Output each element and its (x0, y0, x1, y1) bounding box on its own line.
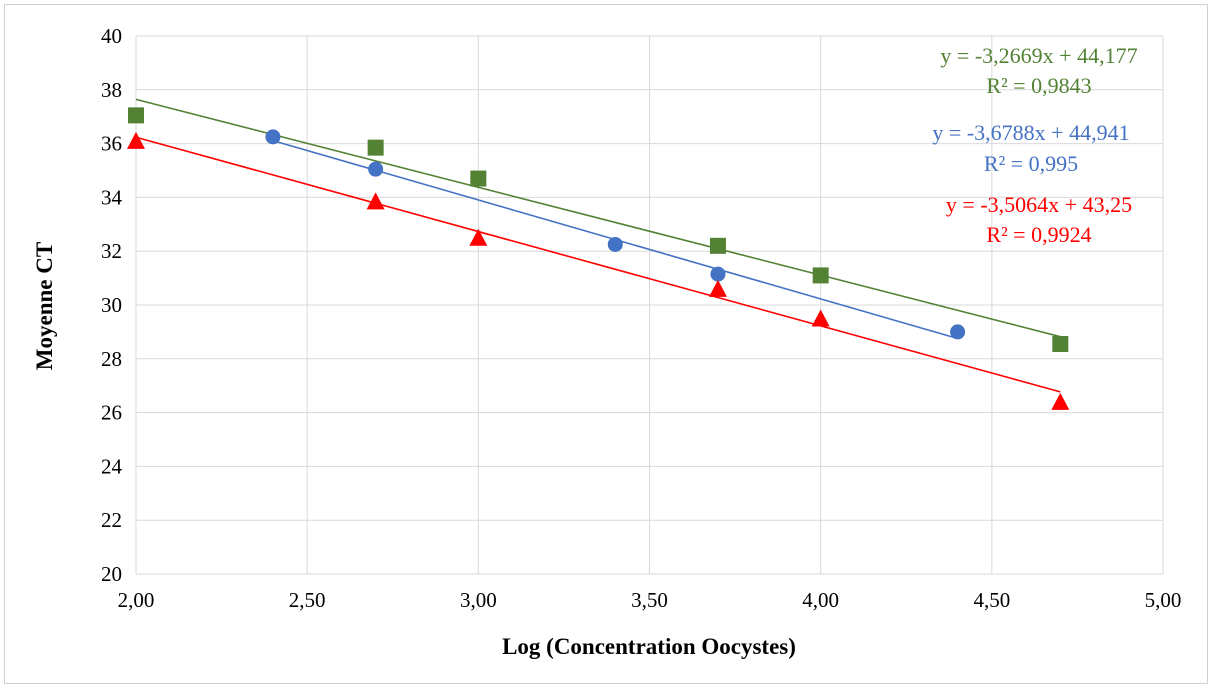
data-point-square (812, 267, 829, 284)
y-tick-label: 30 (101, 293, 122, 317)
trendline-equation: y = -3,5064x + 43,25 (946, 192, 1132, 217)
trendline (135, 136, 1061, 393)
grid-lines (135, 35, 1164, 575)
y-axis-title: Moyenne CT (32, 242, 57, 370)
y-tick-label: 28 (101, 347, 122, 371)
data-point-circle (950, 324, 966, 340)
data-point-triangle (469, 228, 488, 246)
y-tick-label: 24 (101, 454, 123, 478)
data-point-circle (368, 161, 384, 177)
x-tick-label: 4,00 (802, 588, 839, 612)
x-axis-title: Log (Concentration Oocystes) (502, 634, 796, 659)
data-point-square (470, 170, 487, 187)
data-point-square (1052, 336, 1069, 353)
data-point-square (367, 139, 384, 156)
r-squared-label: R² = 0,9924 (986, 222, 1091, 247)
y-tick-label: 32 (101, 239, 122, 263)
data-point-triangle (127, 131, 145, 149)
data-point-circle (710, 266, 726, 282)
trendline-equation: y = -3,6788x + 44,941 (932, 120, 1129, 145)
data-point-square (128, 107, 144, 124)
x-tick-label: 5,00 (1145, 588, 1182, 612)
data-point-triangle (811, 309, 830, 327)
y-tick-label: 36 (101, 132, 122, 156)
r-squared-label: R² = 0,9843 (986, 73, 1091, 98)
trendline-equation: y = -3,2669x + 44,177 (940, 43, 1137, 68)
x-tick-label: 3,50 (631, 588, 668, 612)
y-tick-label: 38 (101, 78, 122, 102)
data-point-triangle (366, 192, 385, 210)
y-tick-label: 22 (101, 508, 122, 532)
data-point-circle (265, 129, 281, 145)
x-tick-label: 2,00 (118, 588, 155, 612)
trendline-equations: y = -3,2669x + 44,177 R² = 0,9843 y = -3,6… (932, 43, 1137, 247)
trendline (135, 98, 1061, 338)
y-tick-label: 26 (101, 401, 122, 425)
x-tick-label: 2,50 (289, 588, 326, 612)
x-tick-label: 4,50 (973, 588, 1010, 612)
y-tick-label: 20 (101, 562, 122, 586)
data-points (127, 107, 1070, 410)
r-squared-label: R² = 0,995 (984, 151, 1078, 176)
data-point-circle (607, 236, 623, 252)
y-tick-label: 40 (101, 24, 122, 48)
x-tick-label: 3,00 (460, 588, 497, 612)
data-point-square (709, 237, 726, 254)
data-point-triangle (708, 279, 727, 297)
data-point-triangle (1051, 392, 1070, 410)
y-tick-label: 34 (101, 185, 123, 209)
tick-labels: 2,00 2,50 3,00 3,50 4,00 4,50 5,00 20 22 24 26 28 30… (101, 24, 1181, 612)
